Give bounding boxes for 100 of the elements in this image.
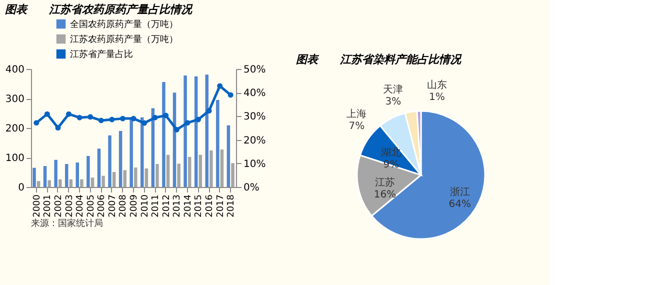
bar (112, 172, 116, 187)
point (130, 116, 136, 122)
point (228, 92, 234, 98)
x-tick-label: 2007 (108, 194, 118, 218)
bar (177, 164, 180, 187)
bar (220, 150, 224, 187)
bar (134, 168, 138, 187)
data-label: 3% (385, 96, 402, 108)
bar (198, 154, 202, 187)
bar (108, 135, 112, 187)
bar (162, 82, 166, 187)
point (88, 114, 94, 120)
data-label: 1% (429, 92, 445, 104)
bar (216, 100, 220, 187)
y2-tick-label: 30% (244, 112, 266, 123)
y-tick-label: 300 (5, 94, 24, 105)
bar (80, 179, 84, 187)
x-tick-label: 2012 (162, 194, 172, 218)
bar (210, 150, 213, 187)
data-label: 64% (448, 198, 472, 210)
bar (231, 163, 234, 187)
x-tick-label: 2017 (216, 194, 226, 218)
bar (156, 164, 159, 187)
slice-label: 山东 (426, 79, 447, 92)
y2-tick-label: 40% (244, 88, 266, 100)
point (196, 116, 201, 122)
x-tick-label: 2015 (194, 194, 204, 218)
bar (54, 160, 58, 187)
bar (184, 75, 187, 187)
y-tick-label: 200 (5, 124, 24, 134)
x-tick-label: 2001 (43, 194, 54, 218)
bar (76, 162, 80, 187)
point (44, 111, 50, 117)
legend-label: 全国农药原药产量（万吨） (70, 19, 178, 30)
y2-tick-label: 20% (244, 135, 266, 146)
point (217, 83, 223, 89)
slice-label: 湖北 (381, 146, 402, 159)
point (34, 120, 40, 126)
point (109, 116, 115, 122)
y2-tick-label: 50% (244, 64, 266, 76)
bar (123, 170, 126, 187)
point (184, 120, 190, 126)
point (120, 116, 126, 122)
y2-tick-label: 10% (244, 158, 266, 170)
x-tick-label: 2004 (76, 194, 86, 218)
source-note: 来源：国家统计局 (31, 218, 103, 229)
point (98, 118, 104, 124)
y-tick-label: 100 (5, 153, 24, 164)
bar (43, 166, 47, 187)
x-tick-label: 2009 (130, 194, 140, 218)
slice-label: 上海 (346, 108, 367, 120)
bar (36, 181, 40, 187)
bar (48, 180, 51, 187)
bar (188, 156, 192, 187)
point (174, 126, 180, 132)
bar (97, 148, 101, 187)
x-tick-label: 2008 (118, 194, 129, 218)
point (142, 120, 148, 126)
x-tick-label: 2003 (64, 194, 75, 218)
bar (69, 179, 73, 187)
point (163, 112, 169, 118)
x-tick-label: 2005 (86, 194, 96, 218)
bar (130, 117, 133, 187)
bar (90, 178, 94, 187)
slice-label: 浙江 (450, 186, 470, 198)
data-label: 7% (348, 120, 365, 132)
bar (194, 76, 198, 187)
bar (102, 176, 105, 187)
slice-label: 江苏 (375, 176, 396, 188)
chart-title: 图表 江苏省染料产能占比情况 (296, 53, 462, 66)
x-tick-label: 2010 (140, 194, 150, 218)
x-tick-label: 2014 (183, 194, 194, 218)
data-label: 9% (383, 160, 400, 171)
bar (166, 154, 170, 187)
bar (64, 164, 68, 187)
bar (226, 125, 230, 187)
point (76, 114, 82, 120)
legend-label: 江苏省产量占比 (70, 49, 133, 60)
x-tick-label: 2000 (32, 194, 42, 218)
point (206, 108, 212, 114)
bar (86, 156, 90, 187)
chart-title: 图表 江苏省农药原药产量占比情况 (4, 3, 193, 16)
y-tick-label: 400 (5, 64, 24, 76)
bar (32, 168, 36, 187)
data-label: 16% (374, 189, 396, 200)
x-tick-label: 2018 (226, 194, 237, 218)
y-tick-label: 0 (18, 182, 24, 194)
bar (140, 117, 144, 187)
point (152, 114, 158, 120)
bar (58, 179, 62, 187)
x-tick-label: 2016 (205, 194, 216, 218)
x-tick-label: 2002 (54, 194, 64, 218)
bar (144, 168, 148, 187)
slice-label: 天津 (383, 83, 404, 96)
point (55, 125, 61, 130)
bar (118, 130, 122, 187)
point (66, 111, 72, 117)
x-tick-label: 2006 (97, 194, 108, 218)
y2-tick-label: 0% (244, 182, 260, 194)
legend-label: 江苏农药原药产量（万吨） (70, 34, 178, 45)
